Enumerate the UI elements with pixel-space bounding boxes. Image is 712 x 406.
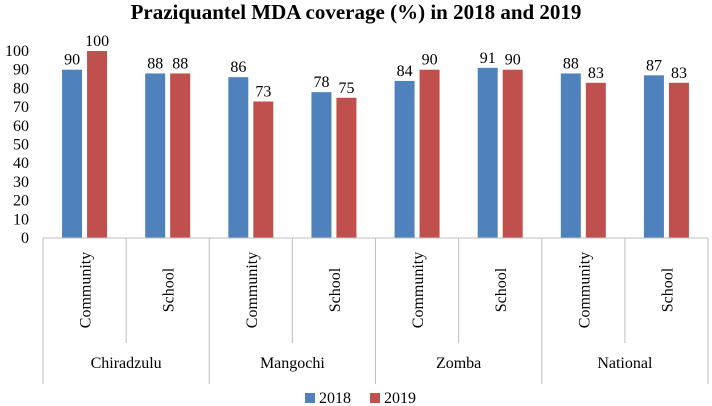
data-label: 87 bbox=[646, 57, 662, 74]
legend-swatch-2019 bbox=[370, 393, 380, 403]
data-label: 90 bbox=[422, 52, 438, 69]
data-label: 88 bbox=[172, 55, 188, 72]
data-label: 100 bbox=[85, 33, 109, 50]
data-label: 84 bbox=[397, 63, 413, 80]
chart-title: Praziquantel MDA coverage (%) in 2018 an… bbox=[131, 0, 582, 24]
y-tick-label: 30 bbox=[13, 174, 29, 191]
y-tick-label: 60 bbox=[13, 118, 29, 135]
category-label: Community bbox=[410, 252, 427, 328]
data-label: 78 bbox=[313, 74, 329, 91]
bar-2018-2 bbox=[228, 77, 249, 239]
bar-2019-0 bbox=[87, 51, 108, 238]
category-label: School bbox=[327, 267, 344, 312]
y-tick-label: 20 bbox=[13, 193, 29, 210]
data-label: 91 bbox=[480, 50, 496, 67]
bar-2019-2 bbox=[253, 101, 274, 239]
bar-2019-4 bbox=[419, 69, 440, 238]
legend-swatch-2018 bbox=[305, 393, 315, 403]
bar-2019-6 bbox=[585, 82, 606, 238]
bars bbox=[62, 51, 689, 239]
data-label: 90 bbox=[64, 52, 80, 69]
data-label: 90 bbox=[505, 52, 521, 69]
data-label: 88 bbox=[147, 55, 163, 72]
bar-2018-0 bbox=[62, 69, 83, 238]
y-tick-label: 100 bbox=[5, 43, 29, 60]
data-label: 73 bbox=[255, 83, 271, 100]
legend-label: 2018 bbox=[319, 390, 351, 406]
data-label: 88 bbox=[563, 55, 579, 72]
bar-2019-1 bbox=[170, 73, 191, 238]
data-label: 75 bbox=[338, 80, 354, 97]
data-label: 83 bbox=[671, 65, 687, 82]
category-label: School bbox=[659, 267, 676, 312]
bar-2018-4 bbox=[394, 80, 415, 238]
group-label: Chiradzulu bbox=[91, 355, 162, 372]
bar-2018-6 bbox=[560, 73, 581, 238]
bar-2019-5 bbox=[502, 69, 523, 238]
bar-2019-3 bbox=[336, 97, 357, 238]
y-tick-label: 80 bbox=[13, 80, 29, 97]
bar-2018-3 bbox=[311, 92, 332, 238]
data-label: 83 bbox=[588, 65, 604, 82]
bar-2018-7 bbox=[643, 75, 664, 238]
y-tick-label: 10 bbox=[13, 211, 29, 228]
category-label: Community bbox=[576, 252, 593, 328]
group-label: Mangochi bbox=[260, 355, 325, 372]
data-labels: 90 88 86 78 84 91 88 87 100 88 73 75 90 90 83 83 bbox=[64, 33, 687, 100]
bar-2019-7 bbox=[668, 82, 689, 238]
group-label: National bbox=[597, 355, 653, 372]
y-tick-label: 40 bbox=[13, 155, 29, 172]
category-label: Community bbox=[78, 252, 95, 328]
legend-label: 2019 bbox=[384, 390, 416, 406]
bar-2018-1 bbox=[145, 73, 166, 238]
group-label: Zomba bbox=[436, 355, 481, 372]
category-label: Community bbox=[244, 252, 261, 328]
x-axis: Community School Community School Community S… bbox=[42, 237, 709, 384]
category-label: School bbox=[161, 267, 178, 312]
data-label: 86 bbox=[230, 59, 246, 76]
y-tick-label: 50 bbox=[13, 137, 29, 154]
y-tick-label: 70 bbox=[13, 99, 29, 116]
bar-2018-5 bbox=[477, 67, 498, 238]
y-tick-label: 90 bbox=[13, 62, 29, 79]
y-tick-label: 0 bbox=[21, 230, 29, 247]
legend: 2018 2019 bbox=[305, 390, 416, 406]
category-label: School bbox=[493, 267, 510, 312]
